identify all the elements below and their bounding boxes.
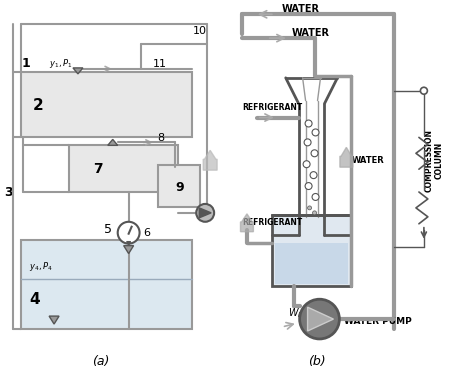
Bar [158,165,200,207]
Circle shape [420,87,428,94]
Text: WATER: WATER [282,4,320,14]
Circle shape [310,172,317,179]
Text: (a): (a) [92,355,109,368]
Circle shape [308,206,311,210]
Bar [272,215,351,286]
Polygon shape [240,214,254,232]
Text: 3: 3 [4,186,13,199]
Text: 1: 1 [21,57,30,70]
Polygon shape [203,150,217,170]
Text: REFRIGERANT: REFRIGERANT [242,103,302,112]
Bar [21,239,192,329]
Circle shape [303,161,310,168]
Text: WATER PUMP: WATER PUMP [345,316,412,326]
Polygon shape [127,242,131,244]
Text: (b): (b) [308,355,325,368]
Text: 5: 5 [104,223,112,236]
Polygon shape [340,147,353,167]
Text: 10: 10 [193,26,207,36]
Text: 4: 4 [29,292,40,307]
Text: $\dot{W}_P$: $\dot{W}_P$ [288,303,303,320]
Text: WATER: WATER [351,156,384,165]
Polygon shape [49,316,59,324]
Text: 7: 7 [93,162,102,176]
Polygon shape [73,68,83,74]
Circle shape [312,129,319,136]
Text: 8: 8 [157,133,164,143]
Circle shape [300,299,339,339]
Circle shape [196,204,214,222]
Text: $y_1,P_1$: $y_1,P_1$ [49,57,73,70]
Circle shape [118,222,139,244]
Text: $y_4,P_4$: $y_4,P_4$ [29,260,53,273]
Circle shape [311,150,318,157]
Text: 11: 11 [153,59,166,69]
Text: WATER: WATER [292,28,330,38]
Circle shape [312,211,317,215]
Bar [275,243,348,285]
Polygon shape [199,208,211,218]
Polygon shape [124,246,134,254]
Circle shape [305,120,312,127]
Text: 9: 9 [175,181,184,194]
Text: COMPRESSION
COLUMN: COMPRESSION COLUMN [424,129,444,192]
Text: 2: 2 [33,98,44,113]
Circle shape [312,194,319,201]
Bar [21,72,192,137]
Text: REFRIGERANT: REFRIGERANT [242,218,302,227]
Bar [69,146,178,192]
Circle shape [305,182,312,189]
Circle shape [304,139,311,146]
Polygon shape [108,139,118,146]
Text: 6: 6 [144,228,151,238]
Polygon shape [308,307,333,331]
